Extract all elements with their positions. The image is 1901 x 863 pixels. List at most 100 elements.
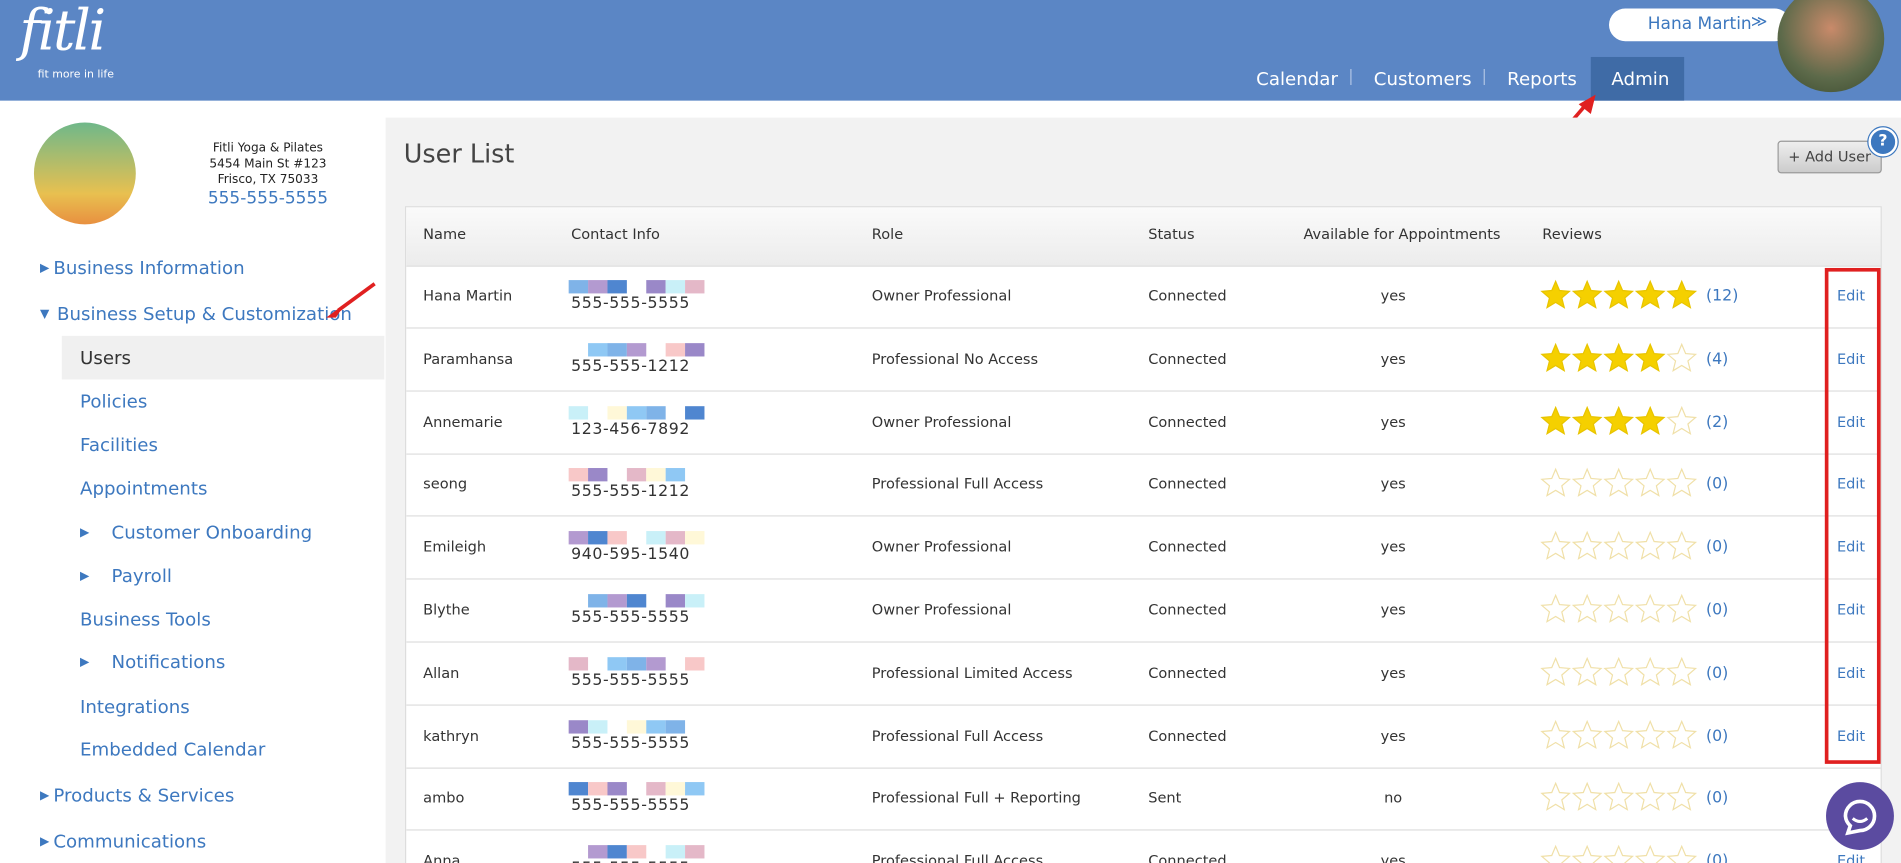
- nav-item[interactable]: Reports: [1507, 67, 1577, 90]
- cell-status: Connected: [1148, 601, 1227, 619]
- nav-item[interactable]: Admin: [1611, 67, 1670, 90]
- cell-role: Professional Full Access: [871, 852, 1044, 863]
- star: [1603, 593, 1635, 623]
- edit-link[interactable]: Edit: [1836, 287, 1866, 305]
- menu-item[interactable]: Payroll: [111, 565, 172, 587]
- cell-role: Owner Professional: [871, 412, 1012, 430]
- expand-icon: ▶: [80, 655, 90, 670]
- star: [1540, 530, 1571, 561]
- star: [1666, 719, 1698, 749]
- menu-item[interactable]: Integrations: [80, 695, 190, 718]
- star: [1603, 530, 1635, 561]
- expand-icon: ▶: [40, 835, 50, 849]
- user-name: Hana Martin: [1647, 14, 1752, 34]
- cell-reviews[interactable]: (0): [1705, 538, 1729, 557]
- cell-reviews[interactable]: (0): [1705, 727, 1729, 746]
- cell-available: yes: [1380, 350, 1406, 368]
- cell-reviews[interactable]: (0): [1705, 664, 1729, 683]
- table-row: ambo 555-555-5555 Professional Full + Repo…: [406, 768, 1881, 832]
- table-row: Anna 555-555-5555 Professional Full Access…: [406, 831, 1880, 863]
- separator: |: [1481, 67, 1487, 87]
- redacted-block: [568, 719, 589, 734]
- redacted-block: [568, 468, 589, 482]
- menu-item[interactable]: Users: [80, 346, 131, 369]
- cell-reviews[interactable]: (12): [1705, 287, 1739, 306]
- menu-item[interactable]: Facilities: [80, 434, 158, 456]
- star: [1571, 468, 1603, 498]
- star: [1571, 656, 1603, 686]
- star: [1603, 279, 1635, 309]
- add-user-button[interactable]: + Add User: [1777, 140, 1882, 174]
- redacted-block: [626, 594, 647, 608]
- redacted-block: [685, 845, 705, 859]
- redacted-block: [607, 531, 627, 545]
- star: [1666, 279, 1698, 309]
- redacted-block: [588, 719, 608, 734]
- cell-role: Professional Limited Access: [871, 664, 1073, 682]
- redacted-block: [665, 531, 686, 545]
- star: [1666, 342, 1698, 372]
- cell-status: Connected: [1148, 727, 1227, 744]
- logo[interactable]: fitli: [19, 0, 106, 64]
- business-info: Fitli Yoga & Pilates 5454 Main St #123 F…: [170, 141, 366, 207]
- star: [1634, 656, 1666, 686]
- redacted-block: [685, 594, 705, 608]
- menu-item[interactable]: Embedded Calendar: [80, 738, 266, 761]
- star: [1603, 844, 1635, 863]
- menu-item[interactable]: Communications: [53, 830, 207, 853]
- menu-item[interactable]: Business Information: [53, 257, 245, 279]
- cell-reviews[interactable]: (4): [1705, 350, 1729, 369]
- cell-available: yes: [1380, 727, 1406, 744]
- menu-item[interactable]: Customer Onboarding: [111, 521, 313, 544]
- star: [1666, 593, 1698, 623]
- nav-item[interactable]: Customers: [1373, 67, 1472, 90]
- edit-link[interactable]: Edit: [1836, 538, 1866, 556]
- star: [1634, 530, 1666, 561]
- redacted-block: [685, 656, 705, 671]
- column-header: Role: [871, 225, 904, 243]
- redacted-block: [588, 531, 608, 545]
- user-pill[interactable]: Hana Martin ≫: [1608, 8, 1791, 42]
- cell-reviews[interactable]: (2): [1705, 412, 1729, 432]
- cell-reviews[interactable]: (0): [1705, 852, 1729, 863]
- menu-item[interactable]: Policies: [80, 390, 148, 413]
- edit-link[interactable]: Edit: [1836, 727, 1866, 744]
- edit-link[interactable]: Edit: [1836, 350, 1866, 368]
- edit-link[interactable]: Edit: [1836, 664, 1866, 682]
- chat-button[interactable]: [1826, 782, 1894, 850]
- cell-status: Connected: [1148, 350, 1227, 368]
- table-row: Blythe 555-555-5555 Owner Professional Conn…: [406, 580, 1881, 643]
- column-header: Name: [423, 225, 467, 243]
- edit-link[interactable]: Edit: [1836, 601, 1866, 619]
- menu-item[interactable]: Notifications: [111, 651, 226, 673]
- cell-available: yes: [1380, 664, 1406, 682]
- redacted-block: [568, 531, 589, 545]
- cell-role: Owner Professional: [871, 601, 1012, 619]
- edit-link[interactable]: Edit: [1836, 475, 1866, 493]
- cell-reviews[interactable]: (0): [1705, 789, 1729, 808]
- table-header: Name Contact Info Role Status Available …: [406, 207, 1881, 267]
- cell-reviews[interactable]: (0): [1705, 475, 1729, 494]
- cell-available: no: [1384, 789, 1403, 807]
- menu-item[interactable]: Products & Services: [53, 784, 235, 807]
- cell-available: yes: [1380, 287, 1406, 305]
- redacted-block: [685, 280, 705, 294]
- cell-role: Professional No Access: [871, 350, 1039, 368]
- help-icon[interactable]: ?: [1868, 127, 1898, 157]
- avatar[interactable]: [1777, 0, 1885, 93]
- redacted-block: [646, 782, 666, 796]
- address-line: 5454 Main St #123: [209, 157, 327, 171]
- edit-link[interactable]: Edit: [1836, 852, 1866, 863]
- cell-reviews[interactable]: (0): [1705, 601, 1729, 620]
- star-rating: [1540, 656, 1698, 686]
- column-header: Status: [1148, 225, 1195, 243]
- table-row: Emileigh 940-595-1540 Owner Professional Co…: [406, 517, 1881, 580]
- star-rating: [1540, 342, 1698, 372]
- menu-item[interactable]: Business Tools: [80, 608, 211, 631]
- nav-item[interactable]: Calendar: [1256, 67, 1338, 90]
- edit-link[interactable]: Edit: [1836, 412, 1866, 430]
- menu-item[interactable]: Appointments: [80, 477, 208, 500]
- menu-item[interactable]: Business Setup & Customization: [56, 303, 352, 325]
- table-row: Annemarie 123-456-7892 Owner Professional C…: [406, 391, 1881, 455]
